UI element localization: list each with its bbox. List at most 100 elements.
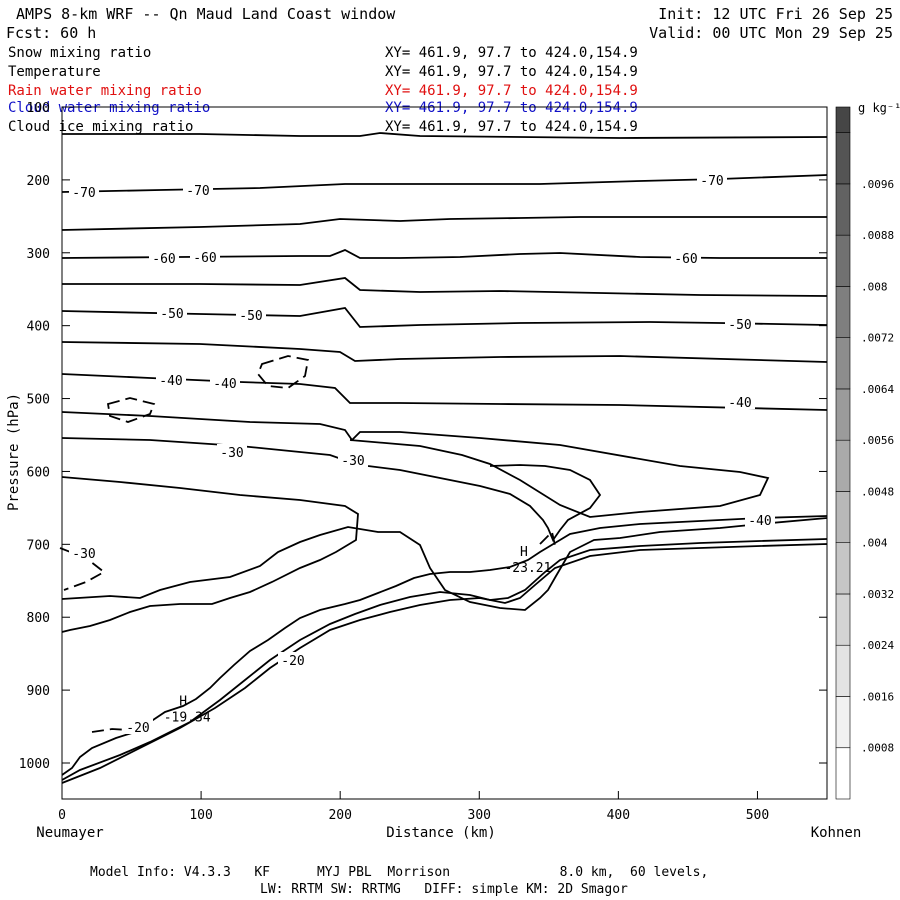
colorbar-level-label: .004 — [861, 537, 888, 550]
field-xy: XY= 461.9, 97.7 to 424.0,154.9 — [385, 45, 638, 61]
contour-label: -50 — [239, 309, 262, 324]
colorbar-bin — [835, 388, 851, 441]
contour-label: -50 — [728, 318, 751, 333]
contour-label: -70 — [72, 186, 95, 201]
y-tick-label: 700 — [27, 538, 50, 553]
colorbar-bin — [835, 593, 851, 646]
contour-line — [62, 132, 828, 139]
y-tick-label: 400 — [27, 320, 50, 335]
colorbar-level-label: .0088 — [861, 229, 894, 242]
field-xy: XY= 461.9, 97.7 to 424.0,154.9 — [385, 83, 638, 99]
contour-label-bg — [210, 375, 240, 390]
colorbar-level-label: .0072 — [861, 332, 894, 345]
y-tick-label: 800 — [27, 611, 50, 626]
colorbar-level-label: .0096 — [861, 178, 894, 191]
x-tick-label: 200 — [328, 808, 351, 823]
contour-label-bg — [671, 250, 701, 265]
contour-label-bg — [745, 512, 775, 527]
x-tick-label: 300 — [468, 808, 491, 823]
x-tick-label: 0 — [58, 808, 66, 823]
contour-label: -30 — [72, 547, 95, 562]
contour-line — [91, 728, 131, 733]
y-tick-label: 1000 — [19, 757, 50, 772]
colorbar-bin — [835, 286, 851, 338]
contour-line — [539, 530, 557, 551]
colorbar-bin — [835, 747, 851, 800]
contour-line — [61, 517, 828, 611]
x-tick-label: 100 — [189, 808, 212, 823]
contour-label: -40 — [159, 374, 182, 389]
right-endpoint-label: Kohnen — [811, 825, 862, 841]
field-name: Rain water mixing ratio — [8, 83, 202, 99]
colorbar-bin — [835, 337, 851, 390]
contour-label-bg — [183, 182, 213, 197]
field-legend: Snow mixing ratio XY= 461.9, 97.7 to 424… — [8, 45, 638, 135]
contour-label-bg — [69, 184, 99, 199]
init-time: Init: 12 UTC Fri 26 Sep 25 — [658, 5, 893, 23]
contour-label-bg — [725, 394, 755, 409]
contour-label: -70 — [700, 174, 723, 189]
left-endpoint-label: Neumayer — [36, 825, 103, 841]
y-axis-label: Pressure (hPa) — [6, 393, 22, 511]
extrema-markers: H-23.21H-19.34 — [164, 545, 552, 725]
contour-label: -40 — [213, 377, 236, 392]
field-name: Cloud ice mixing ratio — [8, 119, 193, 135]
contour-line — [61, 341, 828, 363]
model-info-line2: LW: RRTM SW: RRTMG DIFF: simple KM: 2D S… — [260, 882, 628, 897]
colorbar-bin — [835, 132, 851, 185]
y-tick-label: 200 — [27, 174, 50, 189]
x-tick-label: 500 — [746, 808, 769, 823]
extremum-type: H — [520, 545, 528, 560]
contour-labels: -70 -70 -70 -60 -60 -60 -50 -50 -50 -40 -40 -40 -40 -… — [69, 172, 775, 736]
contour-label: -40 — [748, 514, 771, 529]
model-info-line1: Model Info: V4.3.3 KF MYJ PBL Morrison 8… — [90, 865, 708, 880]
field-name: Snow mixing ratio — [8, 45, 151, 61]
contour-line — [256, 355, 310, 389]
extremum-value: -23.21 — [504, 561, 551, 576]
colorbar-level-label: .008 — [861, 280, 888, 293]
y-tick-label: 900 — [27, 684, 50, 699]
contour-label-bg — [149, 250, 179, 265]
contour-line — [61, 515, 828, 776]
y-tick-label: 500 — [27, 393, 50, 408]
contour-label-bg — [338, 452, 368, 467]
contour-label-bg — [156, 372, 186, 387]
colorbar-level-label: .0008 — [861, 742, 894, 755]
contour-label-bg — [217, 444, 247, 459]
contour-label: -50 — [160, 307, 183, 322]
forecast-hour: Fcst: 60 h — [6, 24, 96, 42]
dashed-contours — [59, 355, 557, 733]
contour-line — [61, 373, 828, 411]
x-axis-label: Distance (km) — [386, 825, 496, 841]
colorbar-bin — [835, 491, 851, 544]
contour-line — [61, 216, 827, 231]
contour-label-bg — [278, 652, 308, 667]
extremum-value: -19.34 — [164, 710, 211, 725]
contour-label: -60 — [193, 251, 216, 266]
colorbar-bin — [835, 542, 851, 595]
colorbar: g kg⁻¹ .0008 .0016 .0024 .0032 .004 .0048 .005… — [835, 101, 900, 800]
colorbar-bin — [835, 696, 851, 749]
contour-label: -70 — [186, 184, 209, 199]
contour-label: -30 — [220, 446, 243, 461]
field-xy: XY= 461.9, 97.7 to 424.0,154.9 — [385, 100, 638, 116]
contour-label-bg — [725, 316, 755, 331]
colorbar-level-label: .0048 — [861, 485, 894, 498]
y-tick-label: 600 — [27, 465, 50, 480]
valid-time: Valid: 00 UTC Mon 29 Sep 25 — [649, 24, 893, 42]
contour-label-bg — [157, 305, 187, 320]
contour-label-bg — [69, 545, 99, 560]
contour-label-bg — [190, 249, 220, 264]
contour-line — [106, 397, 156, 423]
y-tick-label: 100 — [27, 101, 50, 116]
contour-label: -40 — [728, 396, 751, 411]
contour-line — [61, 437, 602, 542]
contour-line — [61, 249, 827, 259]
x-axis: 0 100 200 300 400 500 — [58, 791, 769, 823]
figure-title: AMPS 8-km WRF -- Qn Maud Land Coast wind… — [16, 5, 396, 23]
colorbar-bin — [835, 644, 851, 697]
colorbar-level-label: .0056 — [861, 434, 894, 447]
y-axis: 100 200 300 400 500 600 700 800 900 1000 — [19, 101, 827, 772]
y-tick-label: 300 — [27, 247, 50, 262]
